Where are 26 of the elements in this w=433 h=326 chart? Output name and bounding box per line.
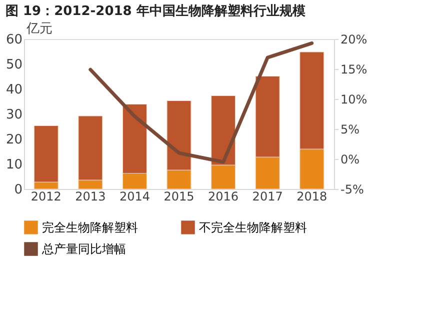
legend-label: 总产量同比增幅	[41, 242, 126, 256]
y-tick-label: 0	[14, 182, 22, 198]
x-tick-label: 2015	[164, 190, 194, 204]
x-tick-label: 2017	[252, 190, 283, 204]
y-axis-title: 亿元	[26, 22, 52, 36]
y2-tick-label: 0%	[340, 152, 360, 166]
x-tick-label: 2014	[119, 190, 150, 204]
y2-tick-label: 20%	[340, 32, 368, 46]
y-tick-label: 20	[6, 132, 22, 148]
x-tick-label: 2013	[75, 190, 106, 204]
legend-label: 不完全生物降解塑料	[199, 220, 307, 234]
y-tick-label: 60	[6, 32, 22, 48]
x-tick-label: 2012	[30, 190, 62, 204]
chart-title: 图 19：2012-2018 年中国生物降解塑料行业规模	[5, 3, 306, 19]
y2-tick-label: -5%	[340, 182, 364, 196]
y-tick-label: 30	[6, 108, 22, 122]
x-tick-label: 2018	[296, 190, 328, 204]
line-series	[88, 41, 314, 164]
legend-label: 完全生物降解塑料	[42, 220, 138, 234]
y-tick-label: 50	[6, 58, 22, 72]
y-tick-label: 40	[6, 82, 22, 98]
y2-tick-label: 5%	[340, 122, 360, 136]
y2-tick-label: 10%	[340, 92, 368, 106]
y2-tick-label: 15%	[340, 62, 368, 76]
y-tick-label: 10	[6, 158, 22, 172]
x-tick-label: 2016	[208, 190, 239, 204]
